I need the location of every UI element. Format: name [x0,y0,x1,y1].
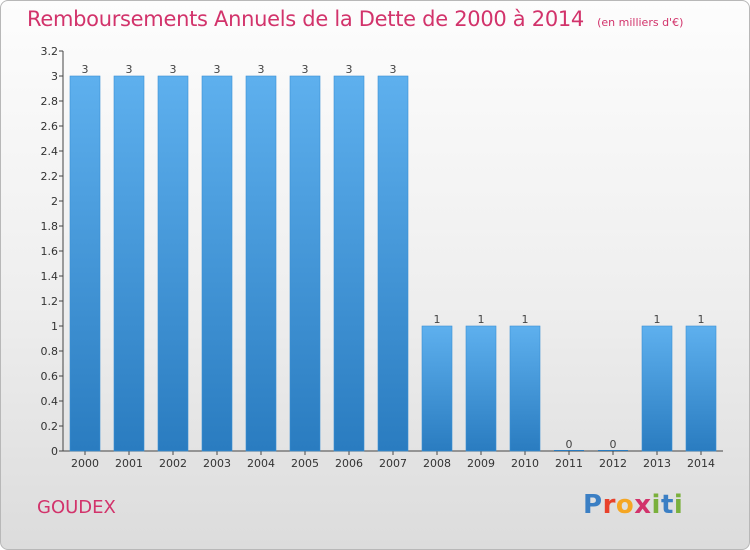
y-tick-label: 0 [51,445,58,458]
y-tick-label: 1.4 [41,270,59,283]
bar [598,450,628,451]
bar [554,450,584,451]
bar [245,75,277,452]
bar [685,325,717,452]
y-tick-label: 0.8 [41,345,59,358]
data-label: 0 [566,438,573,451]
x-tick-label: 2007 [379,457,407,470]
bar [421,325,453,452]
data-label: 3 [258,63,265,76]
x-tick-label: 2010 [511,457,539,470]
y-tick-label: 2 [51,195,58,208]
x-tick-label: 2000 [71,457,99,470]
y-tick-label: 2.4 [41,145,59,158]
x-tick-label: 2013 [643,457,671,470]
data-label: 1 [654,313,661,326]
y-tick-label: 1.8 [41,220,59,233]
chart-title: Remboursements Annuels de la Dette de 20… [27,7,584,31]
bar [641,325,673,452]
bar [509,325,541,452]
x-tick-label: 2003 [203,457,231,470]
data-label: 1 [478,313,485,326]
y-tick-label: 1 [51,320,58,333]
data-label: 3 [126,63,133,76]
y-tick-label: 1.6 [41,245,59,258]
y-tick-label: 0.6 [41,370,59,383]
data-label: 3 [302,63,309,76]
chart-subtitle: (en milliers d'€) [597,16,684,29]
x-tick-label: 2014 [687,457,715,470]
bar [377,75,409,452]
data-label: 3 [170,63,177,76]
data-label: 3 [346,63,353,76]
x-tick-label: 2012 [599,457,627,470]
bar [201,75,233,452]
data-label: 1 [698,313,705,326]
logo-letter: r [602,490,616,520]
y-tick-label: 2.6 [41,120,59,133]
title-row: Remboursements Annuels de la Dette de 20… [27,7,683,31]
x-tick-label: 2009 [467,457,495,470]
data-label: 1 [434,313,441,326]
logo-letter: i [673,490,684,520]
commune-name: GOUDEX [37,497,116,518]
proxiti-logo[interactable]: Proxiti [583,490,683,520]
bar [465,325,497,452]
y-tick-label: 0.2 [41,420,59,433]
data-label: 1 [522,313,529,326]
bar [289,75,321,452]
logo-letter: t [660,490,674,520]
y-tick-label: 2.2 [41,170,59,183]
bar [157,75,189,452]
logo-letter: x [634,490,652,520]
bar [69,75,101,452]
logo-letter: i [651,490,661,520]
y-tick-label: 3.2 [41,45,59,58]
x-tick-label: 2005 [291,457,319,470]
x-tick-label: 2011 [555,457,583,470]
y-tick-label: 3 [51,70,58,83]
y-tick-label: 0.4 [41,395,59,408]
x-tick-label: 2002 [159,457,187,470]
x-tick-label: 2001 [115,457,143,470]
data-label: 3 [390,63,397,76]
x-tick-label: 2006 [335,457,363,470]
logo-letter: o [615,490,635,520]
x-tick-label: 2008 [423,457,451,470]
bar [333,75,365,452]
bars [69,75,717,452]
data-label: 0 [610,438,617,451]
bar [113,75,145,452]
x-tick-label: 2004 [247,457,275,470]
data-label: 3 [82,63,89,76]
y-tick-label: 1.2 [41,295,59,308]
data-label: 3 [214,63,221,76]
data-labels: 3 3 3 3 3 3 3 3 1 1 1 0 0 1 1 [82,63,705,451]
axes: 0 0.2 0.4 0.6 0.8 1 1.2 1.4 1.6 1.8 2 2.2 2.4 2.6 2.8 3… [41,45,723,470]
y-tick-label: 2.8 [41,95,59,108]
logo-letter: P [583,490,603,520]
